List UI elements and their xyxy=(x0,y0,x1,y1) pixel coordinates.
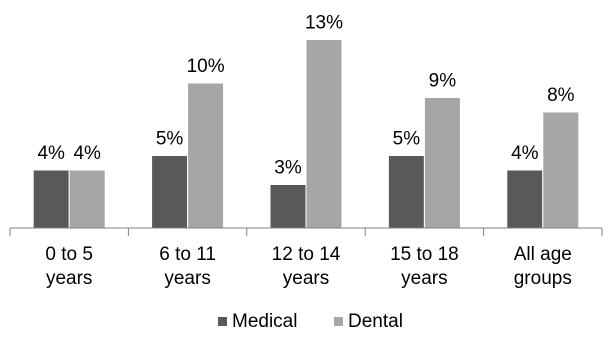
data-labels-group: 4% 4% 5% 10% 3% 13% 5% 9% 4% 8% xyxy=(37,13,574,179)
bar-dental-12-to-14-years xyxy=(305,39,343,229)
x-tick-label-line: years xyxy=(283,268,329,289)
x-tick-label-6-to-11-years: 6 to 11 years xyxy=(159,244,216,289)
bar-medical-6-to-11-years xyxy=(151,155,189,229)
bars-group xyxy=(32,39,580,229)
data-label-medical-12-to-14-years: 3% xyxy=(274,158,302,179)
bar-dental-0-to-5-years xyxy=(68,169,106,229)
x-axis-ticks xyxy=(9,228,603,236)
bar-medical-0-to-5-years xyxy=(32,169,70,229)
x-tick-label-line: 12 to 14 xyxy=(272,244,341,265)
legend-swatch-dental xyxy=(334,317,343,326)
x-tick-label-line: All age xyxy=(514,244,572,265)
data-label-medical-0-to-5-years: 4% xyxy=(37,143,65,164)
data-label-dental-0-to-5-years: 4% xyxy=(73,143,101,164)
x-tick-label-line: years xyxy=(401,268,447,289)
legend-label-dental: Dental xyxy=(348,311,403,332)
data-label-medical-all-age-groups: 4% xyxy=(511,143,539,164)
x-tick-label-line: 0 to 5 xyxy=(45,244,93,265)
bar-dental-15-to-18-years xyxy=(423,97,461,229)
data-label-dental-all-age-groups: 8% xyxy=(547,85,575,106)
legend: Medical Dental xyxy=(218,311,403,332)
x-tick-label-line: 15 to 18 xyxy=(390,244,459,265)
data-label-medical-15-to-18-years: 5% xyxy=(393,129,421,150)
legend-label-medical: Medical xyxy=(232,311,297,332)
bar-dental-all-age-groups xyxy=(542,111,580,229)
x-tick-label-15-to-18-years: 15 to 18 years xyxy=(390,244,459,289)
x-tick-label-12-to-14-years: 12 to 14 years xyxy=(272,244,341,289)
bar-medical-all-age-groups xyxy=(506,169,544,229)
x-tick-label-all-age-groups: All age groups xyxy=(514,244,572,289)
bar-medical-15-to-18-years xyxy=(387,155,425,229)
data-label-dental-15-to-18-years: 9% xyxy=(429,71,457,92)
data-label-dental-6-to-11-years: 10% xyxy=(187,56,225,77)
data-label-dental-12-to-14-years: 13% xyxy=(305,13,343,34)
x-tick-label-line: 6 to 11 xyxy=(159,244,216,265)
x-tick-label-0-to-5-years: 0 to 5 years xyxy=(45,244,93,289)
data-label-medical-6-to-11-years: 5% xyxy=(156,129,184,150)
legend-swatch-medical xyxy=(218,317,227,326)
x-tick-label-line: groups xyxy=(514,268,572,289)
x-tick-label-line: years xyxy=(46,268,92,289)
bar-medical-12-to-14-years xyxy=(269,184,307,229)
x-tick-label-line: years xyxy=(164,268,210,289)
bar-dental-6-to-11-years xyxy=(187,82,225,229)
